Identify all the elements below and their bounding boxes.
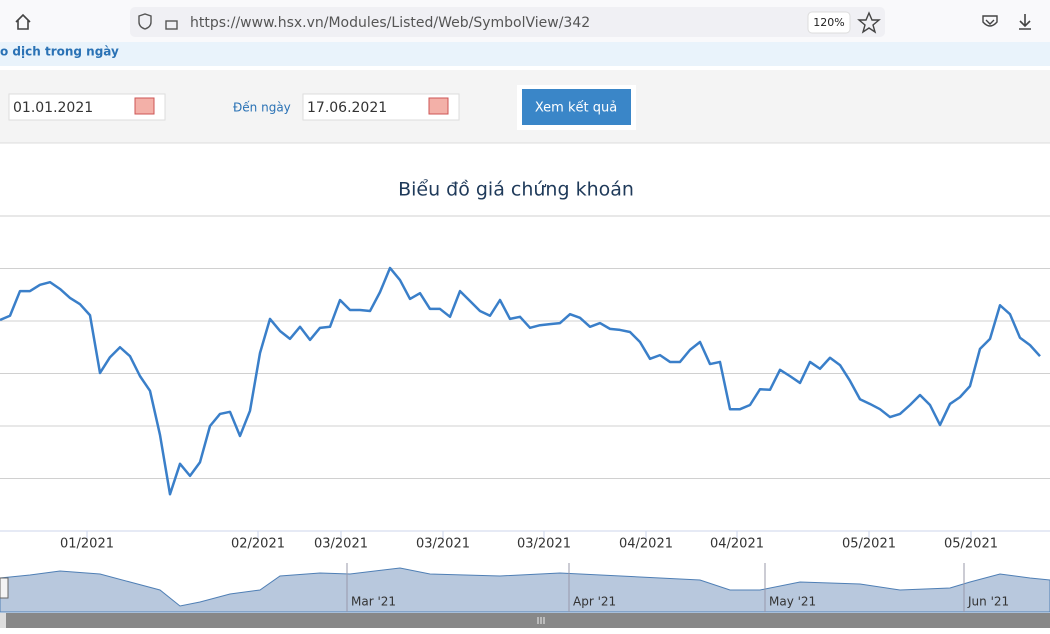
- bookmark-star[interactable]: [857, 11, 881, 34]
- pocket-icon[interactable]: [982, 15, 998, 27]
- x-tick-label: 05/2021: [842, 537, 896, 552]
- zoom-badge[interactable]: [807, 11, 851, 34]
- from-date[interactable]: 01.01.2021: [13, 100, 93, 116]
- x-tick-label: 03/2021: [416, 537, 470, 552]
- url-text[interactable]: https://www.hsx.vn/Modules/Listed/Web/Sy…: [190, 15, 590, 31]
- lock-icon[interactable]: [165, 20, 178, 30]
- download-icon[interactable]: [1019, 14, 1031, 30]
- x-tick-label: 01/2021: [60, 537, 114, 552]
- to-label: Đến ngày: [233, 101, 291, 115]
- x-tick-label: 05/2021: [944, 537, 998, 552]
- shield-icon[interactable]: [138, 13, 152, 30]
- x-tick-label: 04/2021: [619, 537, 673, 552]
- x-tick-label: 03/2021: [314, 537, 368, 552]
- submit-button[interactable]: [522, 89, 631, 125]
- price-line: [0, 266, 1041, 496]
- calendar-icon[interactable]: [134, 97, 155, 115]
- x-tick-label: 03/2021: [517, 537, 571, 552]
- x-tick-label: 02/2021: [231, 537, 285, 552]
- calendar-icon[interactable]: [428, 97, 449, 115]
- zoom-text[interactable]: 120%: [813, 16, 844, 29]
- scrollbar-grip: [537, 617, 545, 624]
- submit-label[interactable]: Xem kết quả: [535, 101, 617, 116]
- navigator-area: [0, 567, 1050, 613]
- navigator-label: Jun '21: [967, 595, 1009, 609]
- navigator-label: Mar '21: [351, 595, 396, 609]
- url-bar[interactable]: [130, 7, 885, 37]
- chart-title: Biểu đồ giá chứng khoán: [398, 179, 634, 201]
- navigator-label: Apr '21: [573, 595, 616, 609]
- home-button[interactable]: [15, 13, 31, 30]
- x-tick-label: 04/2021: [710, 537, 764, 552]
- tab-strip: [0, 42, 1050, 66]
- navigator-label: May '21: [769, 595, 816, 609]
- to-date[interactable]: 17.06.2021: [307, 100, 387, 116]
- navigator-handle[interactable]: [0, 577, 9, 599]
- scrollbar-thumb[interactable]: [6, 613, 1050, 628]
- tab-label[interactable]: o dịch trong ngày: [0, 45, 119, 59]
- plot: 01/2021 02/2021 03/2021 03/2021 03/2021 04/20…: [0, 215, 1050, 552]
